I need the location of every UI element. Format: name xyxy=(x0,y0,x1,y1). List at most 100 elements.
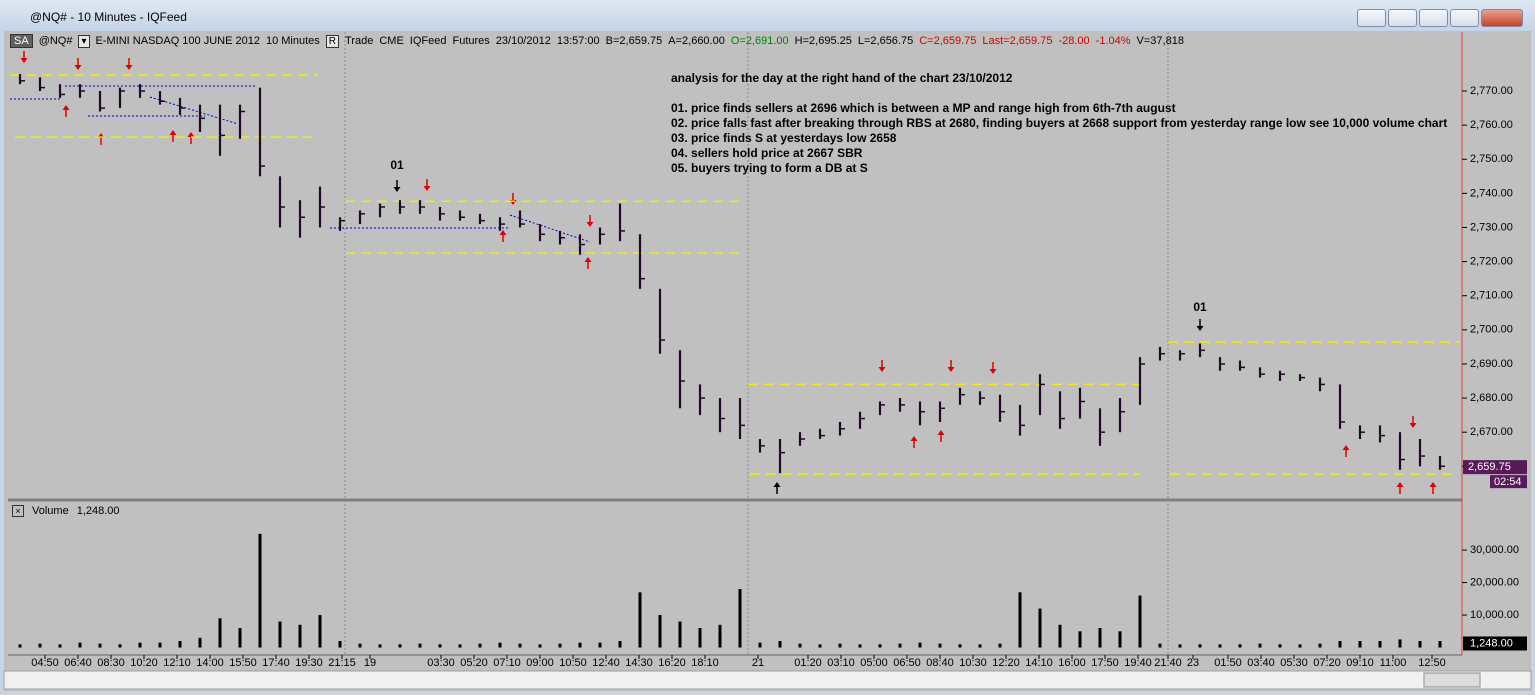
volume-bar xyxy=(958,644,962,648)
volume-bar xyxy=(938,643,942,648)
volume-bar xyxy=(778,641,782,648)
volume-bar xyxy=(698,628,702,648)
toolbar-info: E-MINI NASDAQ 100 JUNE 2012 xyxy=(95,35,260,47)
x-tick-label: 03:40 xyxy=(1247,657,1275,669)
volume-bar xyxy=(298,624,302,648)
volume-bar xyxy=(178,641,182,648)
volume-bar xyxy=(678,621,682,648)
x-tick-label: 06:40 xyxy=(64,657,92,669)
volume-bar xyxy=(1058,624,1062,648)
volume-bar xyxy=(398,644,402,648)
volume-bar xyxy=(1238,644,1242,648)
x-tick-label: 21:40 xyxy=(1154,657,1182,669)
y-tick-label: 2,680.00 xyxy=(1470,392,1513,404)
volume-bar xyxy=(838,643,842,648)
volume-bar xyxy=(1398,639,1402,648)
scroll-thumb[interactable] xyxy=(1423,672,1481,688)
toolbar-info: V=37,818 xyxy=(1136,35,1184,47)
btn[interactable] xyxy=(1419,9,1448,27)
btn[interactable] xyxy=(1388,9,1417,27)
x-tick-label: 05:00 xyxy=(860,657,888,669)
countdown-box xyxy=(1490,475,1527,489)
last-volume-box xyxy=(1463,636,1527,651)
y-tick-label: 2,710.00 xyxy=(1470,290,1513,302)
volume-bar xyxy=(278,621,282,648)
btn[interactable] xyxy=(1357,9,1386,27)
volume-title: Volume xyxy=(32,505,69,517)
toolbar-info: 13:57:00 xyxy=(556,35,600,47)
x-tick-label: 01:50 xyxy=(1214,657,1242,669)
close-pane[interactable]: × xyxy=(12,505,24,517)
volume-bar xyxy=(1138,595,1142,648)
y-tick-label: 20,000.00 xyxy=(1470,576,1519,588)
volume-bar xyxy=(1158,643,1162,648)
x-tick-label: 10:20 xyxy=(130,657,158,669)
volume-bar xyxy=(258,533,262,648)
volume-bar xyxy=(478,643,482,648)
x-tick-label: 03:30 xyxy=(427,657,455,669)
x-tick-label: 06:50 xyxy=(893,657,921,669)
toolbar-info: -1.04% xyxy=(1095,35,1131,47)
volume-bar xyxy=(578,642,582,648)
toolbar-info: Trade xyxy=(345,35,374,47)
volume-bar xyxy=(158,642,162,648)
volume-bar xyxy=(458,644,462,648)
toolbar-info: A=2,660.00 xyxy=(668,35,725,47)
volume-bar xyxy=(918,642,922,648)
x-tick-label: 19:30 xyxy=(295,657,323,669)
countdown: 02:54 xyxy=(1494,476,1522,488)
toolbar-info: -28.00 xyxy=(1058,35,1090,47)
volume-bar xyxy=(1198,644,1202,648)
volume-bar xyxy=(758,642,762,648)
toolbar-info: 10 Minutes xyxy=(265,35,320,47)
toolbar-info: B=2,659.75 xyxy=(605,35,663,47)
x-tick-label: 12:10 xyxy=(163,657,191,669)
volume-bar xyxy=(1418,641,1422,648)
volume-bar xyxy=(198,637,202,648)
volume-bar xyxy=(338,641,342,648)
x-tick-label: 21 xyxy=(752,657,764,669)
blue-lines xyxy=(10,85,591,243)
badge[interactable]: SA xyxy=(10,34,33,48)
x-tick-label: 04:50 xyxy=(31,657,59,669)
x-tick-label: 11:00 xyxy=(1380,657,1407,669)
window-title: @NQ# - 10 Minutes - IQFeed xyxy=(30,10,187,24)
annotation: 01 xyxy=(1193,300,1207,314)
x-tick-label: 16:20 xyxy=(658,657,686,669)
x-tick-label: 08:40 xyxy=(926,657,954,669)
y-tick-label: 2,740.00 xyxy=(1470,187,1513,199)
annotation: 01 xyxy=(390,158,404,172)
volume-bar xyxy=(1098,628,1102,648)
toolbar-info: 23/10/2012 xyxy=(495,35,551,47)
volume-bar xyxy=(418,643,422,648)
y-tick-label: 10,000.00 xyxy=(1470,609,1519,621)
last-price-box xyxy=(1463,460,1527,475)
toolbar-button[interactable]: ▾ xyxy=(78,34,90,48)
volume-bar xyxy=(1218,644,1222,648)
volume-bar xyxy=(1298,644,1302,648)
toolbar-button[interactable]: R xyxy=(325,34,340,48)
volume-bar xyxy=(1038,608,1042,648)
x-tick-label: 05:20 xyxy=(460,657,488,669)
volume-bar xyxy=(1118,631,1122,648)
volume-bar xyxy=(878,644,882,648)
btn[interactable] xyxy=(1450,9,1479,27)
volume-bar xyxy=(738,589,742,648)
volume-bar xyxy=(798,643,802,648)
toolbar-info: C=2,659.75 xyxy=(919,35,977,47)
volume-bar xyxy=(1378,641,1382,648)
x-tick-label: 17:40 xyxy=(262,657,290,669)
x-tick-label: 16:00 xyxy=(1058,657,1086,669)
x-tick-label: 12:50 xyxy=(1418,657,1446,669)
scrollbar[interactable] xyxy=(3,670,1532,690)
volume-bar xyxy=(1178,644,1182,648)
volume-bar xyxy=(138,642,142,648)
x-tick-label: 01:20 xyxy=(794,657,822,669)
toolbar-info: H=2,695.25 xyxy=(794,35,852,47)
close-btn[interactable] xyxy=(1481,9,1523,27)
y-tick-label: 2,670.00 xyxy=(1470,426,1513,438)
x-tick-label: 14:30 xyxy=(625,657,653,669)
note: 04. sellers hold price at 2667 SBR xyxy=(671,146,863,160)
